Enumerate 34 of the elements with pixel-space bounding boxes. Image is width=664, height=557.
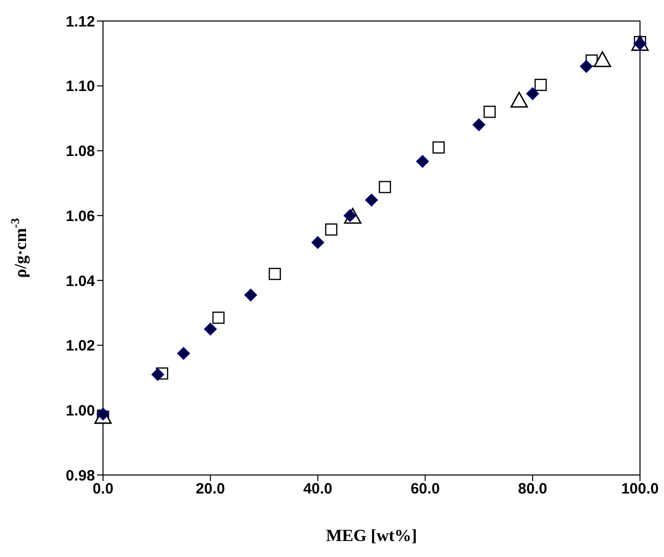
point xyxy=(580,60,593,73)
y-tick-label: 1.00 xyxy=(66,402,95,420)
point xyxy=(534,78,547,91)
point xyxy=(151,368,164,381)
point xyxy=(510,92,528,108)
point xyxy=(432,141,445,154)
point xyxy=(204,322,217,336)
point xyxy=(416,155,429,168)
y-tick-label: 1.08 xyxy=(66,143,95,160)
point xyxy=(365,194,378,206)
y-tick-label: 1.06 xyxy=(66,208,95,225)
x-tick-label: 0.0 xyxy=(92,480,114,498)
y-tick-label: 1.02 xyxy=(66,338,95,355)
y-tick-label: 1.12 xyxy=(66,13,95,30)
x-tick-label: 100.0 xyxy=(621,480,659,498)
point xyxy=(244,288,258,302)
y-tick-label: 1.04 xyxy=(66,272,96,290)
y-tick-label: 0.98 xyxy=(66,467,95,484)
x-axis-title: MEG [wt%] xyxy=(326,526,418,545)
x-tick-label: 80.0 xyxy=(518,480,548,498)
point xyxy=(268,268,281,280)
point xyxy=(311,236,324,249)
point xyxy=(325,223,338,236)
x-tick-label: 20.0 xyxy=(196,480,225,498)
point xyxy=(594,51,612,68)
point xyxy=(484,106,496,118)
y-tick-label: 1.10 xyxy=(66,78,95,96)
point xyxy=(212,312,225,324)
point xyxy=(378,180,392,194)
x-tick-label: 60.0 xyxy=(410,480,440,498)
x-tick-label: 40.0 xyxy=(303,480,332,498)
point xyxy=(472,118,486,132)
point xyxy=(526,87,539,100)
point xyxy=(177,346,190,360)
